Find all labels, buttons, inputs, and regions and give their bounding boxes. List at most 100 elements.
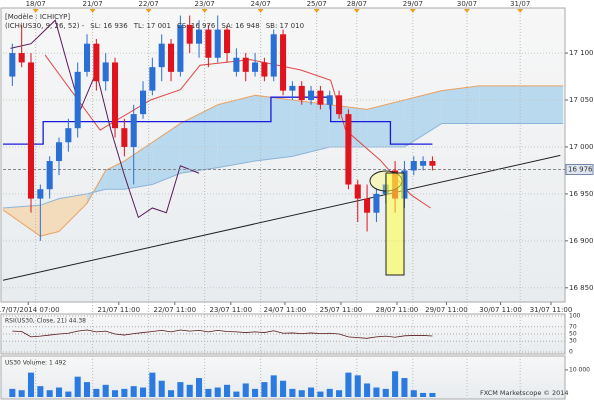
candle-body xyxy=(55,142,63,162)
volume-bar xyxy=(270,375,277,397)
volume-bar xyxy=(233,391,240,397)
y-tick-label: 16 900 xyxy=(569,237,594,245)
top-x-label: 18/07 xyxy=(26,0,46,8)
candle-body xyxy=(18,53,25,63)
panel-title: US30 Volume: 1 492 xyxy=(5,360,66,367)
x-tick-label: 23/07 11:00 xyxy=(209,306,252,314)
volume-bar xyxy=(74,376,81,397)
volume-bar xyxy=(130,386,137,397)
candle-body xyxy=(205,29,212,58)
cloud-fill xyxy=(3,205,41,237)
volume-bar xyxy=(37,386,44,397)
volume-bar xyxy=(326,388,333,397)
candle-body xyxy=(121,128,128,147)
x-tick-label: 22/07 11:00 xyxy=(153,306,196,314)
top-x-label: 24/07 xyxy=(251,0,271,8)
volume-bar xyxy=(289,388,296,397)
volume-bar xyxy=(177,382,184,397)
candle-body xyxy=(270,34,277,77)
legend-entry: SB: 17 010 xyxy=(266,22,304,30)
top-x-label: 28/07 xyxy=(347,0,367,8)
candle-body xyxy=(364,198,371,213)
y-tick-label: 17 050 xyxy=(569,96,594,104)
candle-body xyxy=(298,85,305,101)
top-x-label: 25/07 xyxy=(307,0,327,8)
y-tick-label: 30 xyxy=(569,338,577,345)
day-marker xyxy=(257,9,264,13)
day-marker xyxy=(313,9,320,13)
volume-bar xyxy=(382,388,389,397)
candle-body xyxy=(196,29,203,44)
day-marker xyxy=(409,9,416,13)
volume-bar xyxy=(308,387,315,397)
volume-bar xyxy=(83,382,91,397)
candle-body xyxy=(111,62,119,129)
candle-body xyxy=(186,24,193,44)
volume-bar xyxy=(420,392,427,397)
volume-bar xyxy=(168,390,175,397)
legend-entry: SL: 16 936 xyxy=(90,22,128,30)
candle-body xyxy=(373,193,380,213)
candle-body xyxy=(102,62,109,82)
candle-body xyxy=(429,161,436,166)
senkou-span-a xyxy=(2,85,564,237)
highlight-box xyxy=(385,172,405,276)
volume-bar xyxy=(280,380,287,397)
day-marker xyxy=(32,9,39,13)
candle-body xyxy=(345,114,352,185)
volume-bar xyxy=(364,383,371,397)
day-marker xyxy=(145,9,152,13)
candle-body xyxy=(139,90,147,115)
volume-bar xyxy=(298,390,305,397)
volume-bar xyxy=(158,380,165,397)
cloud-fill xyxy=(292,100,330,157)
candle-body xyxy=(37,189,44,199)
top-x-label: 30/07 xyxy=(457,0,477,8)
volume-bar xyxy=(252,388,259,397)
y-tick-label: 50 xyxy=(569,331,577,338)
volume-bar xyxy=(242,383,249,397)
volume-bar xyxy=(392,371,399,397)
candle-body xyxy=(354,184,361,199)
candle-body xyxy=(317,90,324,105)
x-tick-label: 21/07 11:00 xyxy=(97,306,140,314)
chikou-span xyxy=(10,19,200,219)
y-tick-label: 0 xyxy=(569,349,573,356)
x-tick-label: 31/07 11:00 xyxy=(530,306,573,314)
candle-body xyxy=(214,29,221,58)
volume-bar xyxy=(317,391,324,397)
day-marker xyxy=(353,9,360,13)
x-tick-label: 30/07 11:00 xyxy=(479,306,522,314)
volume-bar xyxy=(224,384,231,397)
top-x-label: 31/07 xyxy=(510,0,530,8)
volume-bar xyxy=(111,390,119,397)
candle-body xyxy=(308,90,315,101)
volume-bar xyxy=(429,392,436,397)
volume-bar xyxy=(9,388,16,397)
cloud-fill xyxy=(367,100,405,147)
candle-body xyxy=(242,57,249,72)
candle-body xyxy=(65,128,72,143)
cloud-fill xyxy=(255,95,293,162)
panel-title: RSI(US30, Close, 21) 44.38 xyxy=(5,318,86,325)
legend-entry: SA: 16 948 xyxy=(221,22,259,30)
volume-bar xyxy=(354,375,361,397)
volume-bar xyxy=(149,372,156,397)
cloud-fill xyxy=(479,85,517,124)
volume-bar xyxy=(196,378,203,397)
cloud-fill xyxy=(516,85,564,124)
header: [Modèle : ICHICYP] xyxy=(5,13,70,21)
candle-body xyxy=(158,43,165,68)
volume-bar xyxy=(65,391,72,397)
rsi-line xyxy=(12,329,433,339)
y-tick-label: 10 000 xyxy=(569,366,590,373)
volume-bar xyxy=(139,387,147,397)
top-x-label: 29/07 xyxy=(403,0,423,8)
volume-bar xyxy=(186,384,193,397)
cloud-fill xyxy=(40,198,60,237)
volume-bar xyxy=(261,382,268,397)
candle-body xyxy=(233,57,240,72)
top-x-label: 23/07 xyxy=(195,0,215,8)
volume-bar xyxy=(214,387,221,397)
